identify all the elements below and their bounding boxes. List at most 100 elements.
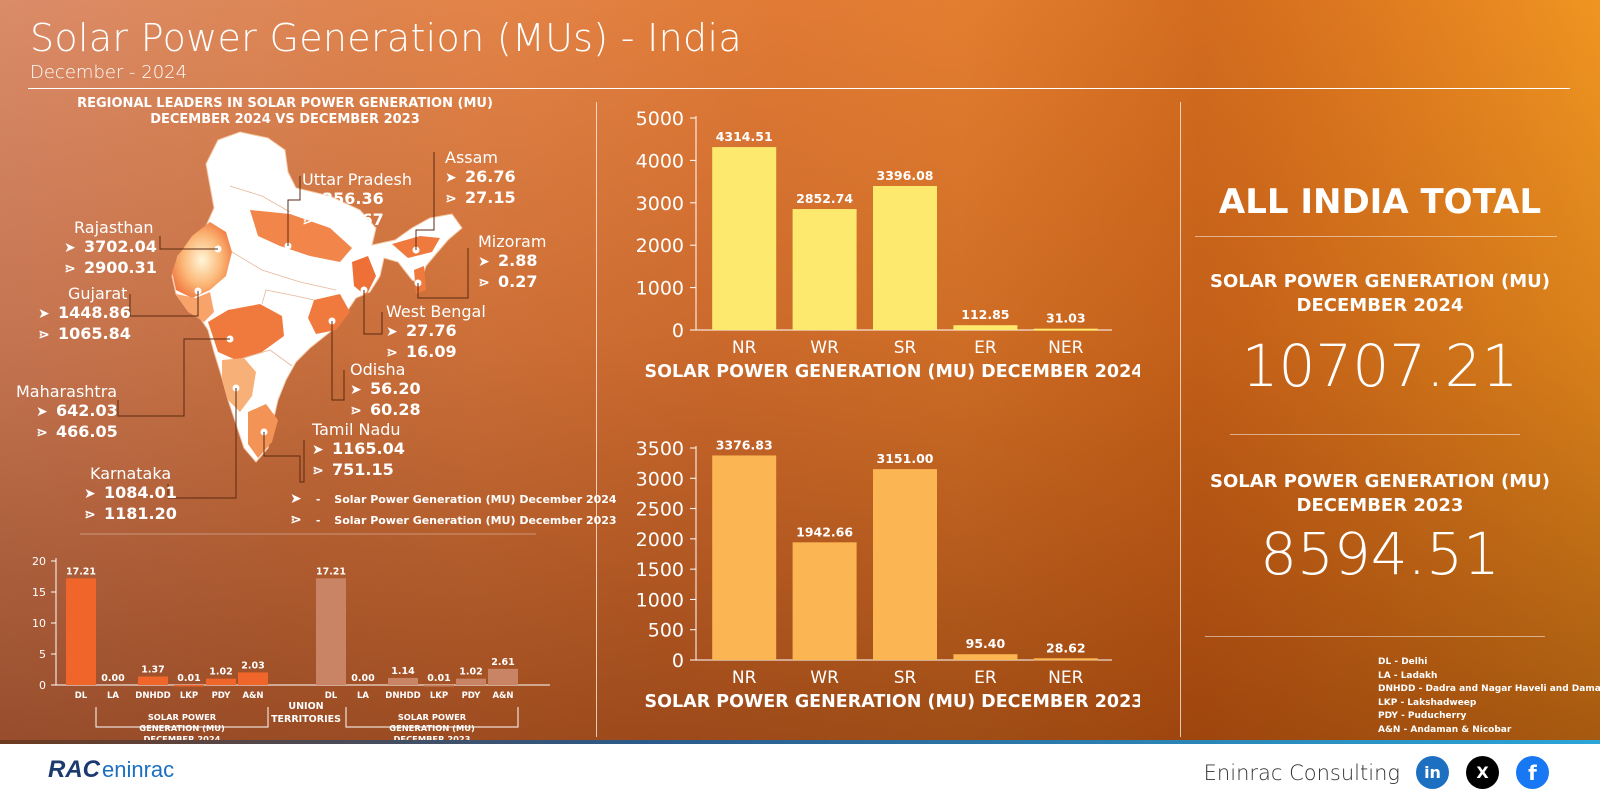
x-tick-label-sr: SR	[894, 338, 917, 358]
data-label-er: 112.85	[961, 307, 1009, 322]
leader-odisha	[331, 321, 345, 401]
bar-er	[953, 654, 1018, 660]
leader-mizoram	[417, 248, 469, 299]
state-label-odisha: Odisha ➤ 56.20 ⋗ 60.28	[350, 360, 421, 419]
eninrac-logo[interactable]: RAC eninrac	[48, 756, 174, 784]
karnataka-area	[222, 358, 256, 412]
y-tick-label: 0	[672, 320, 684, 342]
map-title-line2: DECEMBER 2024 VS DECEMBER 2023	[150, 112, 420, 127]
chart-title: SOLAR POWER GENERATION (MU) DECEMBER 202…	[645, 692, 1140, 712]
west-bengal-area	[352, 256, 376, 296]
x-tick-label-ner: NER	[1048, 338, 1083, 358]
data-label-sr: 3151.00	[877, 451, 934, 466]
gujarat-area	[176, 292, 214, 322]
section-divider-left	[596, 102, 597, 737]
arrow-outline-icon: ⋗	[445, 191, 457, 207]
arrow-filled-icon: ➤	[64, 240, 76, 256]
chart-title: SOLAR POWER GENERATION (MU) DECEMBER 202…	[645, 362, 1140, 382]
ut-x-tick-label-lkp-s0: LKP	[180, 691, 198, 701]
section-divider-right	[1180, 102, 1181, 737]
logo-mark: RAC	[48, 756, 100, 783]
bar-nr	[712, 455, 777, 660]
uttar-pradesh-area	[250, 210, 352, 262]
leader-assam	[415, 152, 435, 250]
x-tick-label-ner: NER	[1048, 668, 1083, 688]
ut-group-label-s0: SOLAR POWER	[148, 712, 217, 722]
total-2023: 8594.51	[1260, 520, 1500, 588]
ut-data-label-dl-s0: 17.21	[66, 566, 96, 577]
map-legend-2024: ➤ - Solar Power Generation (MU) December…	[290, 491, 617, 507]
y-tick-label: 3000	[636, 193, 684, 215]
arrow-outline-icon: ⋗	[312, 463, 324, 479]
leader-tamil-nadu	[263, 432, 305, 483]
state-label-tamil-nadu: Tamil Nadu ➤ 1165.04 ⋗ 751.15	[312, 420, 405, 479]
ut-group-bracket-s0	[95, 707, 269, 728]
ut-x-tick-label-lkp-s1: LKP	[430, 691, 448, 701]
india-map	[117, 131, 469, 499]
state-label-mizoram: Mizoram ➤ 2.88 ⋗ 0.27	[478, 232, 547, 291]
ut-data-label-dnhdd-s0: 1.37	[141, 665, 164, 676]
arrow-outline-icon: ⋗	[290, 512, 302, 528]
x-tick-label-er: ER	[974, 338, 997, 358]
y-tick-label: 3000	[636, 468, 684, 490]
arrow-filled-icon: ➤	[84, 486, 96, 502]
odisha-area	[308, 294, 350, 334]
ut-data-label-lkp-s0: 0.01	[177, 673, 200, 684]
x-tick-label-wr: WR	[810, 338, 839, 358]
ut-center-label: TERRITORIES	[271, 714, 341, 725]
ut-x-tick-label-pdy-s1: PDY	[462, 691, 482, 701]
leader-rajasthan	[159, 236, 218, 250]
ut-group-label-s1: DECEMBER 2023	[394, 734, 471, 740]
ut-x-tick-label-dnhdd-s0: DNHDD	[135, 691, 170, 701]
state-label-uttar-pradesh: Uttar Pradesh ➤ 356.36 ⋗ 255.67	[302, 170, 412, 229]
ut-x-tick-label-dl-s0: DL	[75, 691, 88, 701]
data-label-er: 95.40	[966, 636, 1006, 651]
label-2023: SOLAR POWER GENERATION (MU) DECEMBER 202…	[1210, 471, 1550, 516]
maharashtra-area	[208, 304, 284, 360]
ut-group-label-s0: GENERATION (MU)	[139, 723, 225, 733]
map-legend-2023: ⋗ - Solar Power Generation (MU) December…	[290, 512, 617, 528]
leader-west-bengal	[363, 290, 383, 335]
logo-wordmark: eninrac	[102, 757, 175, 782]
bar-ner	[1033, 658, 1098, 661]
chart-regional-2023: 0 500 1000 1500 2000 2500 3000 3500 3376.83 NR 194…	[636, 437, 1140, 712]
linkedin-icon[interactable]: in	[1416, 756, 1449, 789]
arrow-filled-icon: ➤	[350, 382, 362, 398]
leader-uttar-pradesh	[287, 176, 301, 246]
ut-bar-dl-s0	[66, 578, 96, 685]
arrow-outline-icon: ⋗	[350, 403, 362, 419]
x-tick-label-wr: WR	[810, 668, 839, 688]
y-tick-label: 1000	[636, 278, 684, 300]
state-label-rajasthan: Rajasthan ➤ 3702.04 ⋗ 2900.31	[64, 218, 157, 277]
state-label-gujarat: Gujarat ➤ 1448.86 ⋗ 1065.84	[38, 284, 131, 343]
facebook-icon[interactable]: f	[1516, 756, 1549, 789]
chart-regional-2024: 0 1000 2000 3000 4000 5000 4314.51 NR 2852.74 WR 3…	[636, 108, 1140, 382]
footer-accent-bar	[0, 740, 1600, 744]
brand-name: Eninrac Consulting	[1203, 761, 1400, 785]
y-tick-label: 0	[672, 650, 684, 672]
ut-y-tick-label: 15	[32, 586, 46, 599]
x-tick-label-sr: SR	[894, 668, 917, 688]
ut-y-tick-label: 5	[39, 648, 46, 661]
x-twitter-icon[interactable]: X	[1466, 756, 1499, 789]
arrow-outline-icon: ⋗	[84, 507, 96, 523]
ut-bar-dnhdd-s1	[388, 677, 418, 685]
data-label-wr: 1942.66	[796, 524, 853, 539]
x-tick-label-nr: NR	[732, 338, 757, 358]
data-label-nr: 4314.51	[716, 129, 773, 144]
ut-bar-dl-s1	[316, 578, 346, 685]
arrow-outline-icon: ⋗	[64, 261, 76, 277]
ut-data-label-a-n-s1: 2.61	[491, 657, 514, 668]
y-tick-label: 1500	[636, 559, 684, 581]
ut-x-tick-label-dl-s1: DL	[325, 691, 338, 701]
ut-data-label-pdy-s1: 1.02	[459, 667, 482, 678]
ut-bar-lkp-s1	[424, 684, 454, 687]
label-2024: SOLAR POWER GENERATION (MU) DECEMBER 202…	[1210, 271, 1550, 316]
y-tick-label: 4000	[636, 150, 684, 172]
ut-y-tick-label: 10	[32, 617, 46, 630]
total-2024: 10707.21	[1241, 332, 1519, 400]
arrow-outline-icon: ⋗	[38, 327, 50, 343]
data-label-nr: 3376.83	[716, 437, 773, 452]
footer	[0, 740, 1600, 800]
arrow-outline-icon: ⋗	[36, 425, 48, 441]
